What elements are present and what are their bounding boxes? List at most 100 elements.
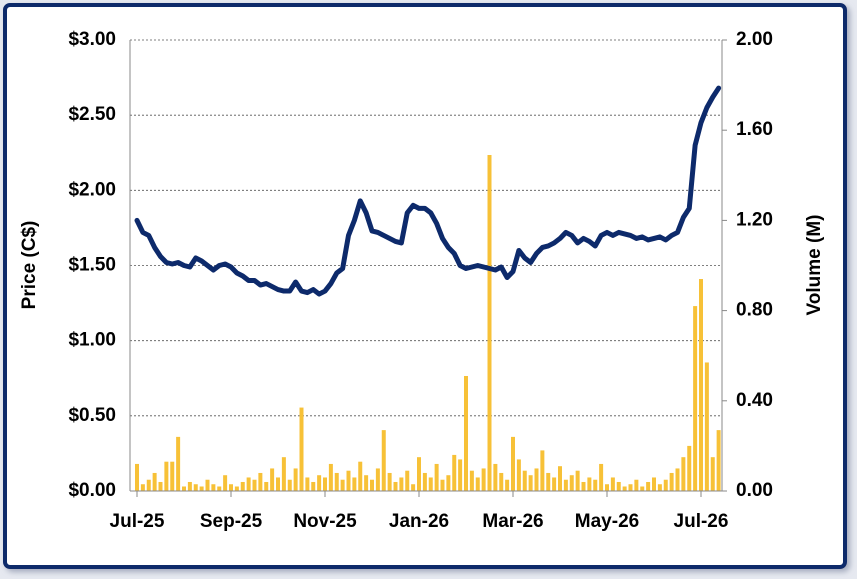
y-tick-label: $0.00	[68, 480, 116, 501]
y-tick-label: $0.50	[68, 405, 116, 426]
volume-bar	[405, 470, 410, 491]
volume-bar	[422, 472, 427, 491]
volume-bar	[487, 155, 492, 491]
volume-bar	[546, 472, 551, 491]
volume-bar	[563, 479, 568, 491]
volume-bar	[522, 470, 527, 491]
volume-bar	[440, 479, 445, 491]
volume-bar	[217, 486, 222, 491]
volume-bar	[681, 457, 686, 491]
volume-bar	[687, 445, 692, 491]
volume-bar	[164, 461, 169, 491]
y-tick-label: $2.00	[68, 179, 116, 200]
volume-bar	[370, 479, 374, 491]
volume-bar	[411, 484, 416, 491]
volume-bar	[211, 484, 216, 491]
volume-bar	[516, 459, 521, 491]
volume-bar	[616, 481, 621, 491]
volume-bar	[152, 472, 157, 491]
x-tick-label: Jul-26	[674, 511, 729, 532]
volume-bar	[281, 457, 286, 491]
volume-bar	[158, 481, 163, 491]
y2-tick-label: 0.80	[736, 300, 773, 321]
volume-bar	[270, 468, 275, 491]
volume-bar	[587, 477, 592, 491]
volume-bar	[170, 461, 175, 491]
volume-bar	[704, 362, 709, 491]
x-tick-label: Mar-26	[482, 511, 543, 532]
volume-bar	[328, 463, 333, 491]
volume-bar	[187, 481, 192, 491]
volume-bar	[305, 477, 310, 491]
volume-bar	[293, 468, 298, 491]
volume-bar	[575, 470, 580, 491]
volume-bar	[375, 468, 380, 491]
y2-tick-label: 0.00	[736, 480, 773, 501]
y2-axis-label: Volume (M)	[804, 215, 825, 316]
volume-bar	[346, 470, 351, 491]
y2-tick-label: 2.00	[736, 29, 773, 50]
volume-bar	[334, 472, 339, 491]
volume-bar	[663, 479, 668, 491]
volume-bar	[387, 472, 392, 491]
volume-bar	[669, 472, 674, 491]
volume-bar	[581, 481, 586, 491]
volume-bar	[593, 479, 598, 491]
volume-bar	[569, 475, 574, 491]
volume-bar	[199, 486, 204, 491]
volume-bar	[381, 430, 386, 491]
volume-bar	[264, 481, 269, 491]
volume-bar	[710, 457, 715, 491]
volume-bar	[340, 479, 345, 491]
y-tick-label: $1.50	[68, 255, 116, 276]
volume-bar	[428, 477, 433, 491]
volume-bar	[652, 477, 656, 491]
volume-bar	[311, 481, 316, 491]
volume-bar	[229, 484, 233, 491]
volume-bar	[452, 454, 457, 491]
volume-bar	[528, 475, 533, 491]
volume-bar	[287, 479, 292, 491]
volume-bar	[622, 486, 627, 491]
volume-bar	[628, 484, 633, 491]
x-tick-label: Jan-26	[389, 511, 449, 532]
volume-bar	[352, 477, 357, 491]
volume-bar	[646, 481, 651, 491]
y2-tick-label: 0.40	[736, 390, 773, 411]
volume-bar	[511, 436, 515, 491]
y-tick-label: $1.00	[68, 330, 116, 351]
volume-bar	[182, 486, 186, 491]
volume-bar	[193, 484, 198, 491]
y2-tick-label: 1.20	[736, 209, 773, 230]
volume-bar	[481, 468, 486, 491]
volume-bar	[469, 470, 474, 491]
price-line	[134, 85, 722, 297]
volume-bar	[499, 472, 504, 491]
volume-bar	[417, 457, 421, 491]
volume-bar	[534, 468, 539, 491]
volume-bar	[605, 484, 609, 491]
volume-bar	[223, 475, 228, 491]
volume-bar	[258, 472, 263, 491]
volume-bar	[599, 463, 604, 491]
volume-bar	[434, 463, 439, 491]
volume-bar	[205, 479, 210, 491]
volume-bar	[475, 477, 480, 491]
volume-bar	[634, 479, 639, 491]
volume-bar	[699, 279, 703, 491]
volume-bar	[675, 468, 680, 491]
volume-bar	[234, 486, 239, 491]
y-tick-label: $3.00	[68, 29, 116, 50]
y-axis-label: Price (C$)	[19, 221, 40, 310]
volume-bar	[693, 306, 698, 491]
volume-bar	[246, 477, 251, 491]
volume-bar	[558, 466, 562, 491]
volume-bar	[358, 461, 363, 491]
volume-bar	[610, 477, 615, 491]
volume-bar	[399, 477, 404, 491]
volume-bar	[146, 479, 151, 491]
y-tick-label: $2.50	[68, 104, 116, 125]
y2-tick-label: 1.60	[736, 119, 773, 140]
